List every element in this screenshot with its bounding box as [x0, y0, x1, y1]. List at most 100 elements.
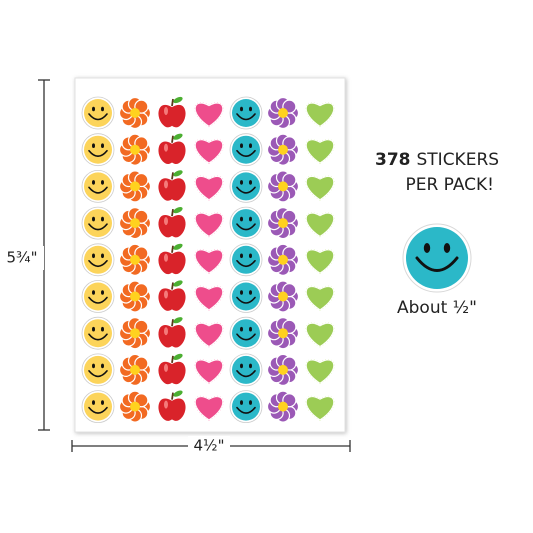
- apple-stem: [171, 135, 174, 143]
- flower-center: [278, 144, 288, 155]
- smiley-eye: [101, 326, 104, 332]
- smiley-face: [84, 135, 112, 164]
- smiley-eye: [92, 216, 95, 222]
- smiley-mouth: [236, 113, 256, 121]
- sticker-row: [81, 280, 336, 313]
- flower-center: [130, 401, 140, 412]
- heart-pattern: [305, 322, 335, 348]
- smiley-face: [84, 355, 112, 384]
- apple-body: [156, 213, 188, 240]
- heart-pattern: [305, 285, 335, 311]
- smiley-mouth: [236, 260, 256, 268]
- heart-pattern: [305, 102, 335, 128]
- smiley-eye: [101, 143, 104, 148]
- smiley-eye: [249, 143, 252, 148]
- heart-pattern: [305, 175, 335, 201]
- heart-pattern: [194, 175, 224, 201]
- apple-stem: [171, 172, 174, 180]
- apple-shine: [164, 290, 168, 299]
- apple-leaf: [173, 133, 183, 140]
- smiley-mouth: [88, 333, 108, 341]
- smiley-face: [232, 392, 260, 421]
- smiley-face: [84, 282, 112, 311]
- apple-shine: [164, 363, 168, 372]
- apple-shine: [164, 180, 168, 189]
- callout-word: STICKERS: [417, 150, 500, 170]
- sticker-row: [81, 133, 336, 167]
- sticker-row: [81, 243, 336, 277]
- apple-leaf: [173, 96, 183, 104]
- heart-pattern: [194, 322, 224, 348]
- flower-center: [278, 254, 288, 265]
- smiley-mouth: [88, 370, 108, 378]
- apple-leaf: [173, 170, 183, 177]
- smiley-face: [84, 245, 112, 274]
- heart-pattern: [194, 395, 224, 421]
- smiley-face: [232, 319, 260, 348]
- smiley-face: [232, 282, 260, 311]
- smiley-mouth: [415, 256, 459, 272]
- smiley-mouth: [236, 406, 256, 414]
- smiley-eye: [443, 243, 451, 253]
- smiley-eye: [240, 106, 243, 112]
- smiley-eye: [92, 143, 95, 148]
- smiley-eye: [101, 290, 104, 295]
- smiley-eye: [240, 253, 243, 259]
- smiley-mouth: [88, 296, 108, 304]
- smiley-eye: [249, 326, 252, 332]
- smiley-mouth: [88, 149, 108, 157]
- flower-center: [130, 364, 140, 375]
- smiley-mouth: [88, 223, 108, 231]
- apple-stem: [171, 355, 174, 364]
- smiley-eye: [92, 400, 95, 405]
- smiley-face: [406, 227, 468, 289]
- flower-center: [130, 218, 140, 229]
- label-backdrop: [188, 436, 230, 456]
- smiley-eye: [92, 290, 95, 295]
- smiley-face: [84, 319, 112, 348]
- flower-center: [130, 144, 140, 155]
- heart-pattern: [194, 212, 224, 238]
- smiley-mouth: [236, 370, 256, 378]
- smiley-face: [84, 172, 112, 201]
- apple-stem: [171, 319, 174, 327]
- smiley-face: [84, 99, 112, 127]
- apple-shine: [164, 107, 168, 115]
- smiley-mouth: [88, 186, 108, 194]
- sticker-row: [81, 353, 336, 387]
- callout-line-1: 378 STICKERS: [375, 150, 499, 170]
- apple-leaf: [173, 243, 183, 250]
- apple-shine: [164, 327, 168, 336]
- flower-center: [278, 328, 288, 339]
- apple-stem: [171, 245, 174, 253]
- smiley-face: [232, 99, 260, 127]
- smiley-eye: [92, 180, 95, 185]
- apple-body: [156, 249, 188, 277]
- smiley-eye: [249, 106, 252, 112]
- sample-sticker: [402, 223, 472, 293]
- sticker-row: [81, 169, 336, 203]
- smiley-eye: [101, 253, 104, 259]
- heart-pattern: [305, 212, 335, 238]
- flower-center: [130, 181, 140, 192]
- apple-body: [156, 102, 188, 130]
- smiley-face: [232, 135, 260, 164]
- smiley-eye: [92, 326, 95, 332]
- smiley-eye: [249, 180, 252, 185]
- apple-body: [156, 323, 188, 350]
- smiley-eye: [240, 400, 243, 405]
- smiley-eye: [249, 400, 252, 405]
- heart-pattern: [305, 249, 335, 275]
- apple-shine: [164, 400, 168, 409]
- heart-pattern: [305, 359, 335, 385]
- sticker-row: [81, 390, 336, 424]
- smiley-eye: [249, 363, 252, 369]
- flower-center: [278, 401, 288, 412]
- flower-center: [278, 218, 288, 229]
- apple-leaf: [173, 317, 183, 324]
- height-label: 5¾": [7, 249, 38, 267]
- flower-center: [278, 181, 288, 192]
- smiley-eye: [240, 180, 243, 185]
- smiley-eye: [249, 290, 252, 295]
- smiley-face: [84, 209, 112, 238]
